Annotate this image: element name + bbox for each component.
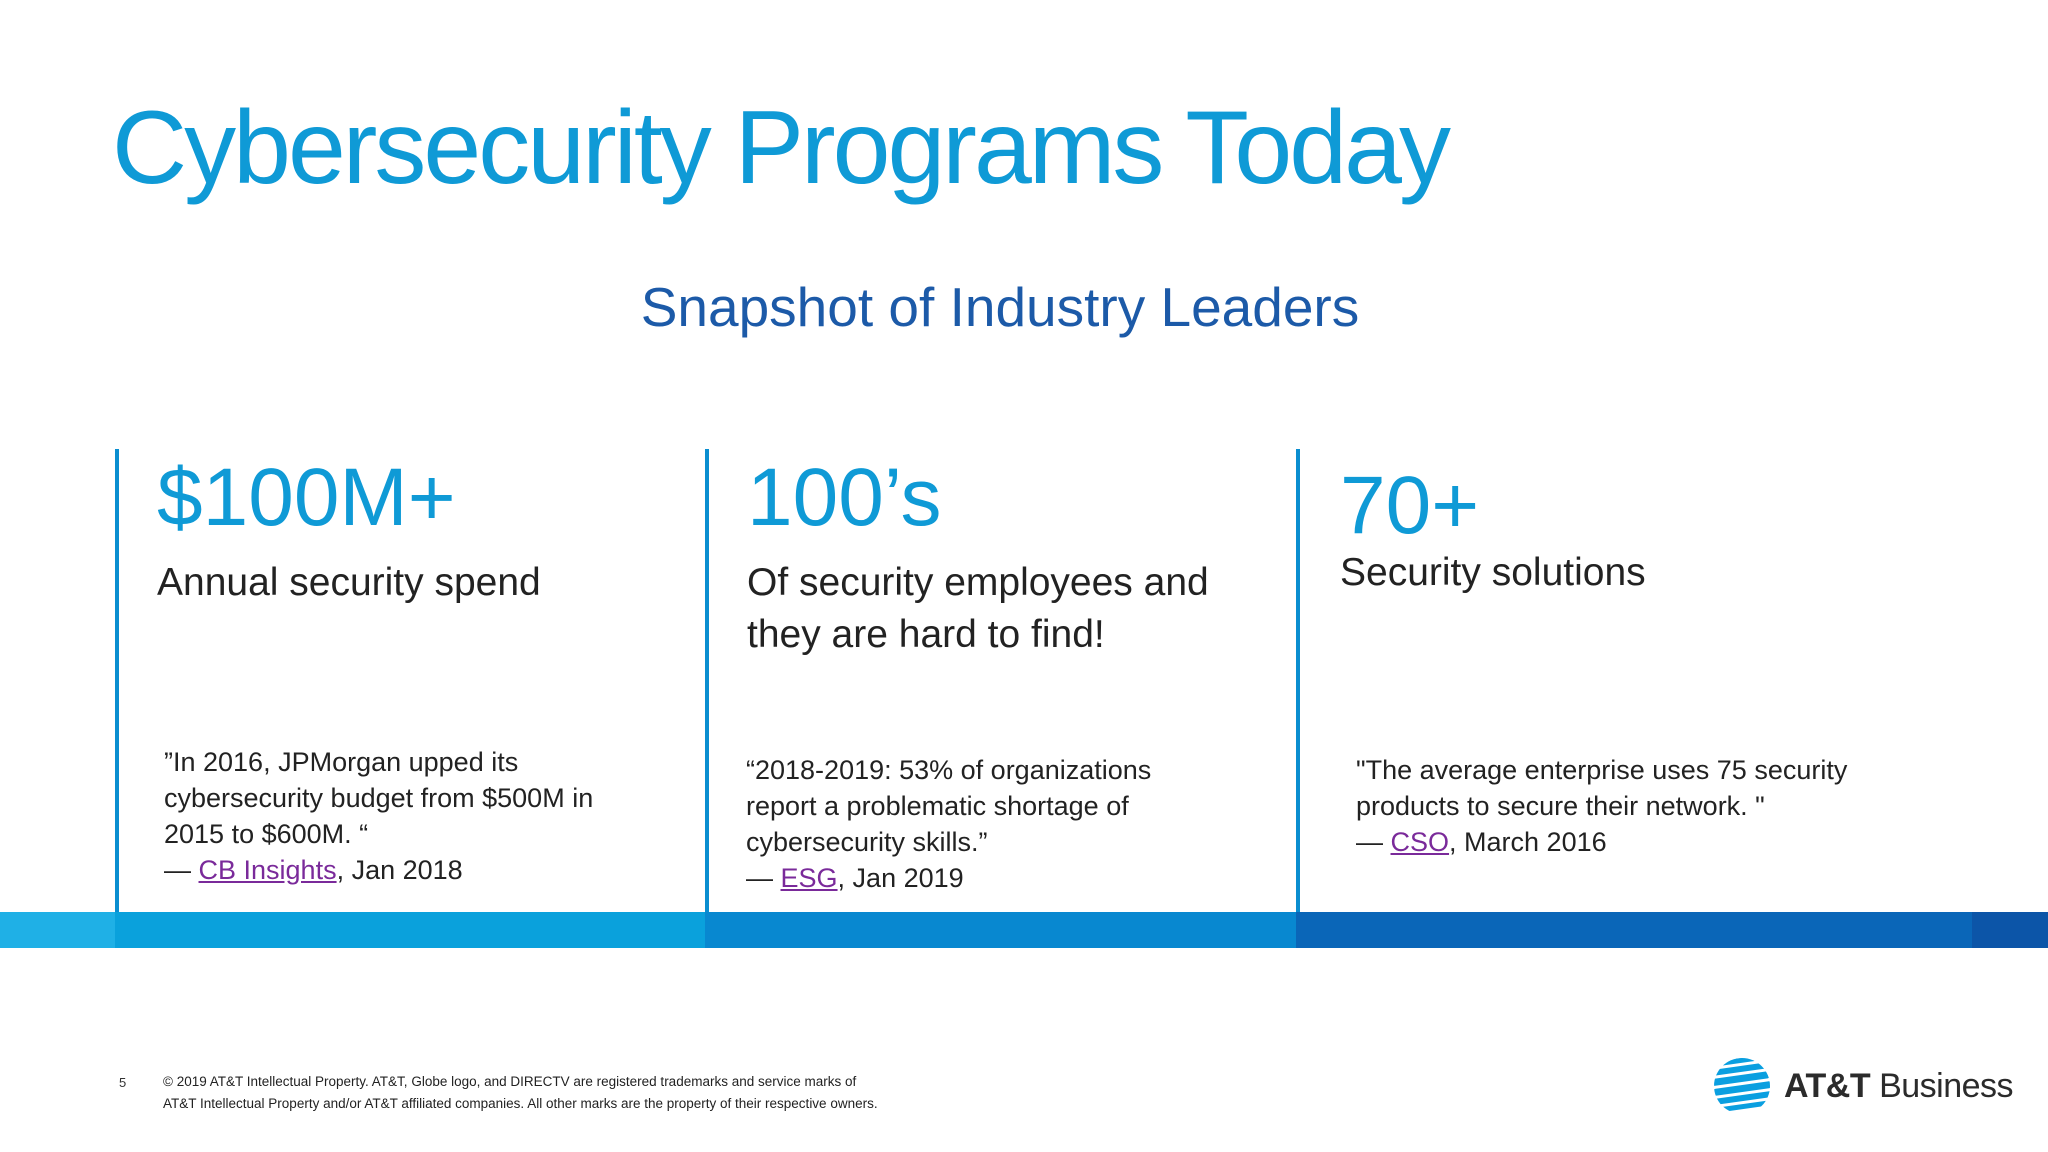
quote-text: ”In 2016, JPMorgan upped its cybersecuri… <box>164 747 594 849</box>
citation-date: , March 2016 <box>1449 827 1607 857</box>
citation-date: , Jan 2019 <box>837 863 964 893</box>
slide-subtitle: Snapshot of Industry Leaders <box>640 276 1360 338</box>
brand-name-rest: Business <box>1870 1067 2014 1105</box>
stat-metric: 70+ <box>1340 460 1480 551</box>
accent-band-segment <box>115 912 705 948</box>
stat-column-spend: $100M+ Annual security spend ”In 2016, J… <box>115 449 679 914</box>
quote-text: "The average enterprise uses 75 security… <box>1356 755 1848 821</box>
stat-column-employees: 100’s Of security employees and they are… <box>705 449 1269 914</box>
legal-line: AT&T Intellectual Property and/or AT&T a… <box>163 1096 878 1111</box>
accent-band-segment <box>0 912 115 948</box>
citation-dash: — <box>164 855 191 885</box>
legal-notice: © 2019 AT&T Intellectual Property. AT&T,… <box>163 1071 923 1115</box>
citation-dash: — <box>1356 827 1383 857</box>
stat-metric: $100M+ <box>157 452 456 543</box>
slide-title: Cybersecurity Programs Today <box>112 90 1451 206</box>
citation-source-link[interactable]: CSO <box>1390 827 1450 857</box>
att-globe-icon <box>1714 1058 1770 1114</box>
stat-label: Annual security spend <box>157 561 541 604</box>
quote-citation: — CSO, March 2016 <box>1356 824 1856 860</box>
citation-date: , Jan 2018 <box>336 855 463 885</box>
stat-quote: ”In 2016, JPMorgan upped its cybersecuri… <box>164 744 644 888</box>
accent-band-segment <box>705 912 1296 948</box>
stat-metric: 100’s <box>747 452 942 543</box>
legal-line: © 2019 AT&T Intellectual Property. AT&T,… <box>163 1074 857 1089</box>
citation-dash: — <box>746 863 773 893</box>
stat-quote: “2018-2019: 53% of organizations report … <box>746 752 1186 896</box>
stat-column-solutions: 70+ Security solutions "The average ente… <box>1296 449 1860 914</box>
brand-name-bold: AT&T <box>1784 1067 1871 1105</box>
brand-wordmark: AT&T Business <box>1784 1066 2014 1106</box>
quote-text: “2018-2019: 53% of organizations report … <box>746 755 1152 857</box>
accent-band-segment <box>1296 912 1972 948</box>
page-number: 5 <box>119 1075 127 1090</box>
quote-citation: — ESG, Jan 2019 <box>746 860 1186 896</box>
stat-label: Security solutions <box>1340 551 1646 594</box>
citation-source-link[interactable]: CB Insights <box>198 855 337 885</box>
stat-label: Of security employees and they are hard … <box>747 561 1209 656</box>
quote-citation: — CB Insights, Jan 2018 <box>164 852 644 888</box>
accent-band-segment <box>1972 912 2048 948</box>
stat-quote: "The average enterprise uses 75 security… <box>1356 752 1856 860</box>
citation-source-link[interactable]: ESG <box>780 863 838 893</box>
